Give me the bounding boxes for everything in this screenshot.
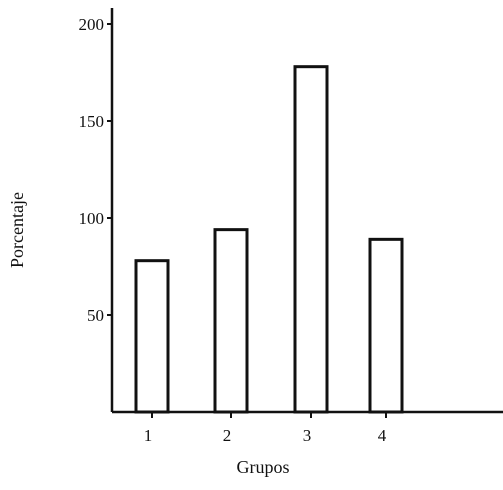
- y-axis-title: Porcentaje: [7, 192, 27, 268]
- y-tick-label: 100: [79, 209, 105, 228]
- x-tick-label: 1: [144, 426, 153, 445]
- bars-layer: [134, 65, 404, 414]
- x-tick-label: 2: [223, 426, 232, 445]
- x-tick-label: 4: [378, 426, 387, 445]
- y-tick-label: 150: [79, 112, 105, 131]
- y-tick-label: 50: [87, 306, 104, 325]
- x-tick-label: 3: [303, 426, 312, 445]
- bar-group-2: [213, 228, 249, 414]
- x-axis-title: Grupos: [237, 457, 290, 477]
- bar-group-3: [293, 65, 329, 414]
- y-tick-label: 200: [79, 15, 105, 34]
- ticks-layer: 50 100 150 200 1 2 3 4: [79, 15, 387, 445]
- bar-group-1: [134, 259, 170, 414]
- bar-group-4: [368, 237, 404, 414]
